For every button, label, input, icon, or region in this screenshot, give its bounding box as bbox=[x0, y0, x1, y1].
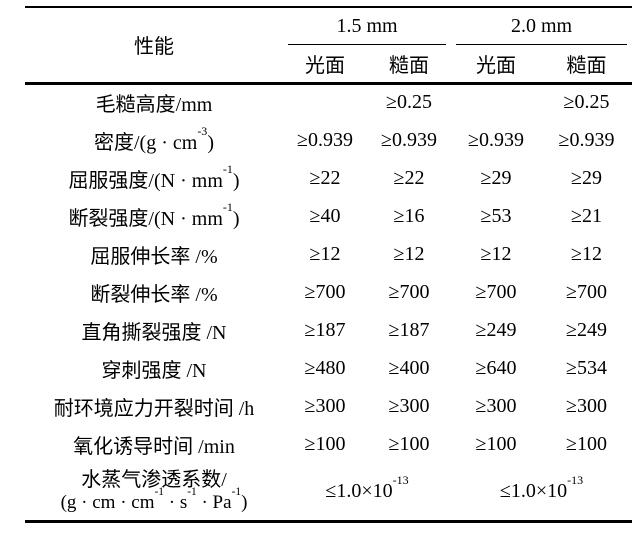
subheader-smooth-2-0mm: 光面 bbox=[476, 54, 516, 77]
value-cell: ≥12 bbox=[309, 242, 341, 265]
subheader-smooth-1-5mm: 光面 bbox=[305, 54, 345, 77]
value-cell: ≥40 bbox=[309, 204, 341, 227]
value-cell: ≥700 bbox=[566, 280, 607, 303]
thickness-group-2-0mm: 2.0 mm bbox=[451, 7, 632, 45]
value-cell bbox=[451, 83, 541, 121]
property-column-header: 性能 bbox=[134, 36, 174, 59]
value-cell: ≥16 bbox=[393, 204, 425, 227]
property-label: 穿刺强度 /N bbox=[101, 359, 207, 382]
header-row-surfaces: 光面 糙面 光面 糙面 bbox=[25, 45, 632, 83]
material-properties-table: 性能 1.5 mm 2.0 mm 光面 糙面 光面 糙面 毛糙高度/mm ≥0.… bbox=[25, 6, 632, 523]
value-cell: ≥29 bbox=[480, 166, 512, 189]
table-header: 性能 1.5 mm 2.0 mm 光面 糙面 光面 糙面 bbox=[25, 7, 632, 83]
property-label: 屈服伸长率 /% bbox=[90, 245, 218, 268]
row-right-angle-tear-strength: 直角撕裂强度 /N ≥187 ≥187 ≥249 ≥249 bbox=[25, 311, 632, 349]
thickness-group-label: 1.5 mm bbox=[288, 10, 446, 45]
thickness-group-1-5mm: 1.5 mm bbox=[283, 7, 451, 45]
property-label-line2: (g · cm · cm-1 · s-1 · Pa-1) bbox=[60, 486, 248, 513]
row-density: 密度/(g · cm-3) ≥0.939 ≥0.939 ≥0.939 ≥0.93… bbox=[25, 121, 632, 159]
row-yield-strength: 屈服强度/(N · mm-1) ≥22 ≥22 ≥29 ≥29 bbox=[25, 159, 632, 197]
value-cell: ≥187 bbox=[388, 318, 430, 341]
value-cell: ≥0.939 bbox=[558, 128, 615, 151]
property-label: 直角撕裂强度 /N bbox=[81, 321, 227, 344]
value-cell: ≥12 bbox=[571, 242, 602, 265]
value-cell: ≥12 bbox=[480, 242, 512, 265]
value-cell: ≥700 bbox=[304, 280, 346, 303]
value-cell: ≥300 bbox=[388, 394, 430, 417]
row-break-strength: 断裂强度/(N · mm-1) ≥40 ≥16 ≥53 ≥21 bbox=[25, 197, 632, 235]
property-label: 屈服强度/(N · mm-1) bbox=[68, 162, 240, 192]
value-cell-span-1-5mm: ≤1.0×10-13 bbox=[325, 472, 409, 502]
value-cell: ≥300 bbox=[304, 394, 346, 417]
property-label: 氧化诱导时间 /min bbox=[73, 435, 235, 458]
property-label: 密度/(g · cm-3) bbox=[94, 124, 214, 154]
value-cell: ≥22 bbox=[393, 166, 425, 189]
value-cell: ≥21 bbox=[571, 204, 602, 227]
value-cell: ≥300 bbox=[566, 394, 607, 417]
value-cell-span-2-0mm: ≤1.0×10-13 bbox=[499, 472, 584, 502]
value-cell: ≥29 bbox=[571, 166, 602, 189]
property-label: 水蒸气渗透系数/ (g · cm · cm-1 · s-1 · Pa-1) bbox=[25, 463, 283, 521]
value-cell: ≥53 bbox=[480, 204, 512, 227]
value-cell: ≥0.939 bbox=[468, 128, 524, 151]
property-label: 毛糙高度/mm bbox=[95, 94, 213, 117]
value-cell: ≥534 bbox=[566, 356, 607, 379]
value-cell: ≥249 bbox=[566, 318, 607, 341]
row-yield-elongation: 屈服伸长率 /% ≥12 ≥12 ≥12 ≥12 bbox=[25, 235, 632, 273]
value-cell: ≥300 bbox=[475, 394, 517, 417]
value-cell: ≥100 bbox=[304, 432, 346, 455]
subheader-textured-2-0mm: 糙面 bbox=[566, 54, 607, 77]
value-cell: ≥12 bbox=[393, 242, 425, 265]
property-label-line1: 水蒸气渗透系数/ bbox=[81, 468, 227, 491]
value-cell: ≥0.25 bbox=[386, 91, 432, 114]
row-oxidation-induction-time: 氧化诱导时间 /min ≥100 ≥100 ≥100 ≥100 bbox=[25, 425, 632, 463]
value-cell: ≥22 bbox=[309, 166, 341, 189]
row-roughness-height: 毛糙高度/mm ≥0.25 ≥0.25 bbox=[25, 83, 632, 121]
value-cell: ≥187 bbox=[304, 318, 346, 341]
value-cell: ≥100 bbox=[388, 432, 430, 455]
row-water-vapor-permeability: 水蒸气渗透系数/ (g · cm · cm-1 · s-1 · Pa-1) ≤1… bbox=[25, 463, 632, 521]
property-label: 耐环境应力开裂时间 /h bbox=[53, 397, 255, 420]
value-cell: ≥0.939 bbox=[381, 128, 437, 151]
value-cell: ≥640 bbox=[475, 356, 517, 379]
value-cell: ≥700 bbox=[388, 280, 430, 303]
row-break-elongation: 断裂伸长率 /% ≥700 ≥700 ≥700 ≥700 bbox=[25, 273, 632, 311]
subheader-textured-1-5mm: 糙面 bbox=[389, 54, 429, 77]
value-cell: ≥400 bbox=[388, 356, 430, 379]
row-puncture-strength: 穿刺强度 /N ≥480 ≥400 ≥640 ≥534 bbox=[25, 349, 632, 387]
thickness-group-label: 2.0 mm bbox=[456, 10, 627, 45]
value-cell bbox=[283, 83, 367, 121]
value-cell: ≥249 bbox=[475, 318, 517, 341]
value-cell: ≥100 bbox=[566, 432, 607, 455]
value-cell: ≥700 bbox=[475, 280, 517, 303]
value-cell: ≥480 bbox=[304, 356, 346, 379]
property-label: 断裂强度/(N · mm-1) bbox=[68, 200, 240, 230]
value-cell: ≥100 bbox=[475, 432, 517, 455]
value-cell: ≥0.25 bbox=[563, 91, 610, 114]
value-cell: ≥0.939 bbox=[297, 128, 353, 151]
header-row-groups: 性能 1.5 mm 2.0 mm bbox=[25, 7, 632, 58]
table-body: 毛糙高度/mm ≥0.25 ≥0.25 密度/(g · cm-3) ≥0.939… bbox=[25, 83, 632, 521]
row-environmental-stress-crack-time: 耐环境应力开裂时间 /h ≥300 ≥300 ≥300 ≥300 bbox=[25, 387, 632, 425]
property-label: 断裂伸长率 /% bbox=[90, 283, 218, 306]
